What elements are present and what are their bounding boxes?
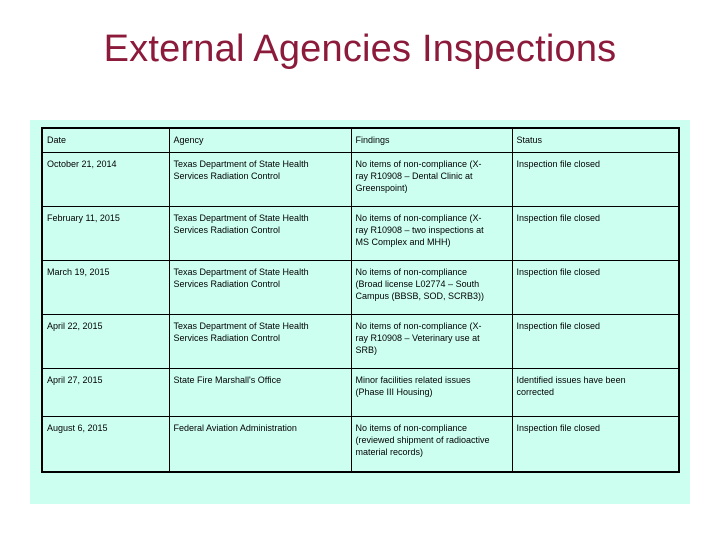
slide-title: External Agencies Inspections [103,28,617,70]
cell-agency: Texas Department of State Health Service… [168,314,352,369]
table-row: February 11, 2015 Texas Department of St… [41,206,680,261]
header-date: Date [41,127,170,153]
cell-agency: Texas Department of State Health Service… [168,206,352,261]
cell-status: Inspection file closed [511,152,680,207]
cell-agency: Federal Aviation Administration [168,416,352,473]
cell-status: Inspection file closed [511,206,680,261]
cell-findings: No items of non-compliance (Broad licens… [350,260,513,315]
cell-date: April 27, 2015 [41,368,170,417]
cell-status: Inspection file closed [511,314,680,369]
cell-date: February 11, 2015 [41,206,170,261]
table-row: October 21, 2014 Texas Department of Sta… [41,152,680,207]
cell-date: August 6, 2015 [41,416,170,473]
table-row: August 6, 2015 Federal Aviation Administ… [41,416,680,473]
header-status: Status [511,127,680,153]
cell-status: Identified issues have been corrected [511,368,680,417]
cell-agency: State Fire Marshall's Office [168,368,352,417]
cell-agency: Texas Department of State Health Service… [168,260,352,315]
table-header-row: Date Agency Findings Status [41,127,680,153]
cell-findings: No items of non-compliance (X- ray R1090… [350,314,513,369]
cell-findings: No items of non-compliance (reviewed shi… [350,416,513,473]
cell-findings: Minor facilities related issues (Phase I… [350,368,513,417]
header-findings: Findings [350,127,513,153]
table-row: April 22, 2015 Texas Department of State… [41,314,680,369]
table-row: April 27, 2015 State Fire Marshall's Off… [41,368,680,417]
header-agency: Agency [168,127,352,153]
cell-date: March 19, 2015 [41,260,170,315]
cell-findings: No items of non-compliance (X- ray R1090… [350,206,513,261]
cell-date: April 22, 2015 [41,314,170,369]
cell-date: October 21, 2014 [41,152,170,207]
cell-status: Inspection file closed [511,260,680,315]
cell-findings: No items of non-compliance (X- ray R1090… [350,152,513,207]
table-row: March 19, 2015 Texas Department of State… [41,260,680,315]
inspections-table: Date Agency Findings Status October 21, … [41,127,680,473]
cell-status: Inspection file closed [511,416,680,473]
cell-agency: Texas Department of State Health Service… [168,152,352,207]
